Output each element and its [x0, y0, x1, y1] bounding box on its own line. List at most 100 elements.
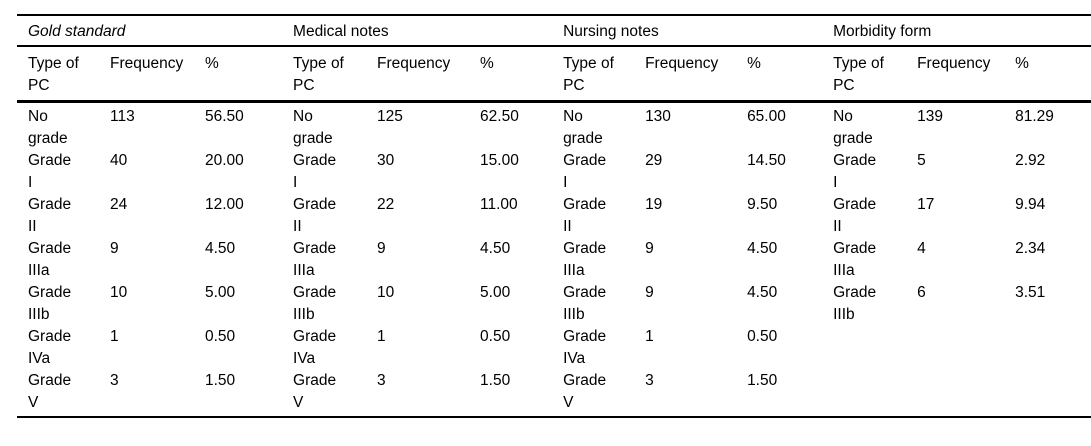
table-cell: 9 — [645, 284, 654, 301]
table-cell: 81.29 — [1015, 108, 1054, 125]
table-cell: Grade IIIa — [563, 240, 607, 279]
table-cell: No grade — [563, 108, 603, 147]
table-cell: 29 — [645, 152, 663, 169]
table-cell: 14.50 — [747, 152, 786, 169]
group-header-gold-standard: Gold standard — [17, 15, 283, 47]
table-cell: 65.00 — [747, 108, 786, 125]
col-header-frequency: Frequency — [634, 46, 737, 103]
col-header-type-of-pc: Type of PC — [552, 46, 635, 103]
table-cell: 113 — [110, 108, 135, 125]
table-cell — [1004, 370, 1091, 417]
table-cell: 1.50 — [480, 372, 511, 389]
pc-grades-table: Gold standard Medical notes Nursing note… — [17, 14, 1091, 418]
table-cell: Grade IIIa — [28, 240, 72, 279]
col-header-percent: % — [194, 46, 283, 103]
table-cell: Grade IVa — [563, 328, 607, 367]
group-header-row: Gold standard Medical notes Nursing note… — [17, 15, 1091, 47]
table-cell: Grade IVa — [293, 328, 337, 367]
table-cell: 4.50 — [480, 240, 511, 257]
table-cell: 4 — [917, 240, 926, 257]
group-header-morbidity-form: Morbidity form — [822, 15, 1091, 47]
table-cell — [906, 326, 1004, 370]
group-header-medical-notes: Medical notes — [282, 15, 553, 47]
table-row: Grade IIIb 10 5.00 Grade IIIb 10 5.00 Gr… — [17, 282, 1091, 326]
table-cell: Grade IIIa — [293, 240, 337, 279]
table-cell: 22 — [377, 196, 395, 213]
table-cell: 9 — [645, 240, 654, 257]
table-cell: Grade I — [833, 152, 877, 191]
table-cell: 10 — [377, 284, 395, 301]
table-cell: 40 — [110, 152, 128, 169]
table-row: Grade I 40 20.00 Grade I 30 15.00 Grade … — [17, 150, 1091, 194]
table-cell: 20.00 — [205, 152, 244, 169]
table-cell: 125 — [377, 108, 403, 125]
table-cell: Grade IIIb — [293, 284, 337, 323]
table-cell — [1004, 326, 1091, 370]
table-cell: 15.00 — [480, 152, 519, 169]
table-cell: 9 — [377, 240, 386, 257]
col-header-percent: % — [1004, 46, 1091, 103]
table-cell: 10 — [110, 284, 128, 301]
table-cell: No grade — [28, 108, 68, 147]
table-cell: 9.94 — [1015, 196, 1046, 213]
col-header-type-of-pc: Type of PC — [282, 46, 367, 103]
table-cell: 0.50 — [205, 328, 236, 345]
table-cell: Grade IIIb — [833, 284, 877, 323]
table-cell: 19 — [645, 196, 663, 213]
table-cell: 0.50 — [747, 328, 778, 345]
table-cell: 62.50 — [480, 108, 519, 125]
table-row: Grade II 24 12.00 Grade II 22 11.00 Grad… — [17, 194, 1091, 238]
table-cell: 11.00 — [480, 196, 518, 213]
col-header-frequency: Frequency — [366, 46, 470, 103]
group-header-nursing-notes: Nursing notes — [552, 15, 823, 47]
table-cell: Grade II — [563, 196, 607, 235]
table-cell: 1 — [645, 328, 654, 345]
table-cell: 56.50 — [205, 108, 244, 125]
table-cell: No grade — [833, 108, 873, 147]
table-cell — [822, 370, 906, 417]
table-cell: 5.00 — [480, 284, 511, 301]
table-cell: Grade V — [28, 372, 72, 411]
table-row: Grade IVa 1 0.50 Grade IVa 1 0.50 Grade … — [17, 326, 1091, 370]
table-cell: 12.00 — [205, 196, 244, 213]
table-cell: 24 — [110, 196, 128, 213]
table-cell: 1.50 — [747, 372, 778, 389]
col-header-percent: % — [736, 46, 823, 103]
table-cell: Grade V — [293, 372, 337, 411]
table-row: No grade 113 56.50 No grade 125 62.50 No… — [17, 102, 1091, 151]
table-cell: 30 — [377, 152, 395, 169]
table-cell: 3 — [377, 372, 386, 389]
table-cell: 2.92 — [1015, 152, 1046, 169]
col-header-percent: % — [469, 46, 553, 103]
table-cell: Grade II — [293, 196, 337, 235]
column-header-row: Type of PC Frequency % Type of PC Freque… — [17, 46, 1091, 103]
table-cell: No grade — [293, 108, 333, 147]
table-cell: Grade I — [563, 152, 607, 191]
table-cell: Grade V — [563, 372, 607, 411]
table-cell: 6 — [917, 284, 926, 301]
table-cell: 4.50 — [205, 240, 236, 257]
col-header-type-of-pc: Type of PC — [17, 46, 99, 103]
table-cell: 2.34 — [1015, 240, 1046, 257]
table-cell — [906, 370, 1004, 417]
table-cell: 3 — [110, 372, 119, 389]
table-cell: 139 — [917, 108, 943, 125]
table-cell: 1 — [377, 328, 386, 345]
table-cell: Grade IIIb — [28, 284, 72, 323]
table-cell: Grade IIIa — [833, 240, 877, 279]
table-cell: 5 — [917, 152, 926, 169]
table-cell: Grade II — [28, 196, 72, 235]
table-cell: 1 — [110, 328, 119, 345]
table-cell: 4.50 — [747, 284, 778, 301]
table-cell: 3.51 — [1015, 284, 1046, 301]
col-header-frequency: Frequency — [99, 46, 194, 103]
table-cell: Grade IIIb — [563, 284, 607, 323]
table-cell: Grade I — [293, 152, 337, 191]
table-cell: 17 — [917, 196, 935, 213]
table-row: Grade V 3 1.50 Grade V 3 1.50 Grade V 3 … — [17, 370, 1091, 417]
table-cell: 9 — [110, 240, 119, 257]
table-cell: 130 — [645, 108, 671, 125]
col-header-type-of-pc: Type of PC — [822, 46, 907, 103]
table-cell: 3 — [645, 372, 654, 389]
table-row: Grade IIIa 9 4.50 Grade IIIa 9 4.50 Grad… — [17, 238, 1091, 282]
